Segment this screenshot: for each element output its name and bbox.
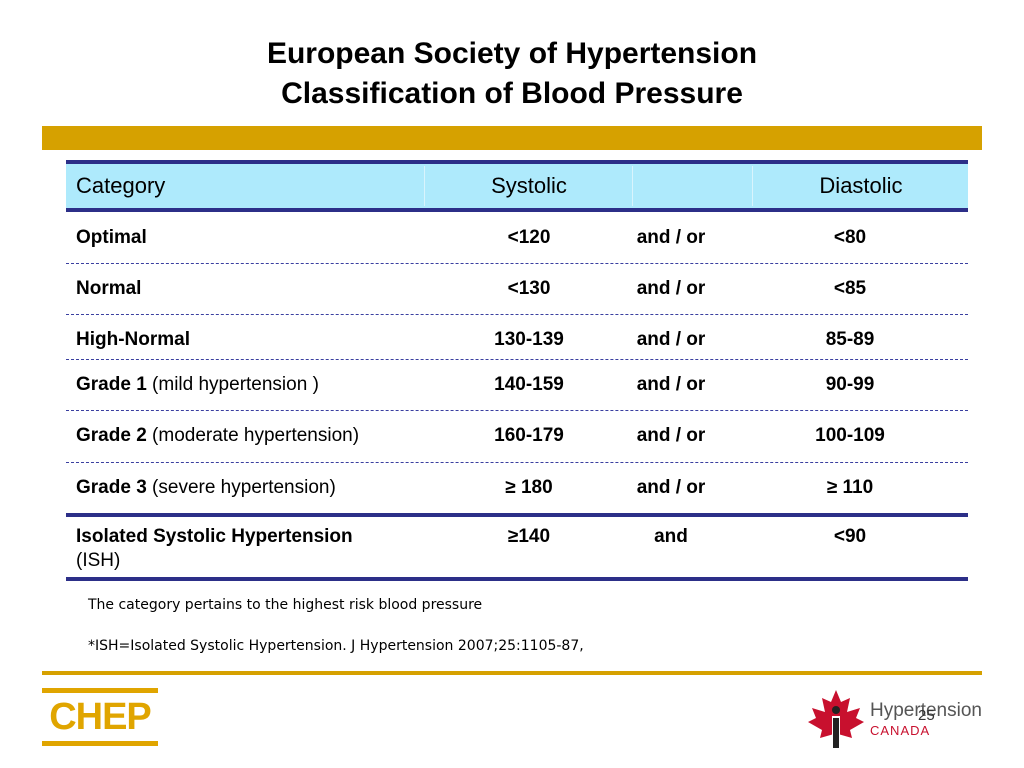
row-systolic: 130-139 bbox=[494, 329, 564, 350]
row-category: Isolated Systolic Hypertension bbox=[76, 526, 353, 547]
table-row: Grade 2 (moderate hypertension) 160-179 … bbox=[66, 411, 968, 463]
table-row-isolated: Isolated Systolic Hypertension (ISH) ≥14… bbox=[66, 513, 968, 581]
hypertension-canada-subtitle: CANADA bbox=[870, 723, 931, 738]
title-line-2: Classification of Blood Pressure bbox=[281, 77, 743, 110]
row-systolic: 140-159 bbox=[494, 374, 564, 395]
row-connector: and bbox=[654, 526, 688, 547]
header-systolic: Systolic bbox=[491, 173, 567, 198]
chep-logo-text: CHEP bbox=[49, 696, 152, 738]
row-systolic: <130 bbox=[507, 278, 551, 299]
table-row: Grade 3 (severe hypertension) ≥ 180 and … bbox=[66, 463, 968, 513]
chep-logo: CHEP bbox=[42, 688, 158, 746]
footnote-risk: The category pertains to the highest ris… bbox=[88, 597, 483, 613]
table-row: Optimal <120 and / or <80 bbox=[66, 212, 968, 264]
header-separator bbox=[424, 166, 425, 206]
row-category-note: (moderate hypertension) bbox=[152, 425, 360, 446]
row-category-cell: Grade 1 (mild hypertension ) bbox=[76, 373, 319, 397]
page-number: 25 bbox=[918, 707, 935, 724]
chep-logo-bottom-bar bbox=[42, 741, 158, 746]
hypertension-canada-wordmark: Hypertension bbox=[870, 700, 982, 721]
table-row: High-Normal 130-139 and / or 85-89 bbox=[66, 315, 968, 360]
row-connector: and / or bbox=[636, 278, 706, 299]
row-connector: and / or bbox=[636, 227, 706, 248]
row-connector: and / or bbox=[636, 425, 706, 446]
row-connector: and / or bbox=[636, 477, 706, 498]
row-category-cell: Grade 3 (severe hypertension) bbox=[76, 476, 336, 500]
row-diastolic: ≥ 110 bbox=[826, 477, 874, 498]
table-row: Normal <130 and / or <85 bbox=[66, 264, 968, 315]
table-row: Grade 1 (mild hypertension ) 140-159 and… bbox=[66, 360, 968, 411]
slide-title: European Society of Hypertension Classif… bbox=[0, 34, 1024, 114]
row-systolic: ≥140 bbox=[507, 526, 551, 547]
row-systolic: <120 bbox=[507, 227, 551, 248]
maple-leaf-icon bbox=[808, 690, 864, 748]
row-category-cell: Isolated Systolic Hypertension (ISH) bbox=[76, 525, 353, 573]
row-diastolic: <80 bbox=[833, 227, 867, 248]
bottom-gold-line bbox=[42, 671, 982, 675]
row-connector: and / or bbox=[636, 329, 706, 350]
title-line-1: European Society of Hypertension bbox=[266, 37, 758, 70]
row-connector: and / or bbox=[636, 374, 706, 395]
footnote-reference: *ISH=Isolated Systolic Hypertension. J H… bbox=[88, 638, 584, 654]
row-category-note: (severe hypertension) bbox=[152, 477, 336, 498]
row-diastolic: <85 bbox=[833, 278, 867, 299]
gold-divider-bar bbox=[42, 126, 982, 150]
row-diastolic: 90-99 bbox=[825, 374, 875, 395]
row-category: Normal bbox=[76, 278, 142, 299]
chep-logo-top-bar bbox=[42, 688, 158, 693]
row-category: Grade 3 bbox=[76, 477, 147, 498]
header-separator bbox=[752, 166, 753, 206]
header-category: Category bbox=[76, 173, 166, 198]
classification-table: Category Systolic Diastolic Optimal <120… bbox=[66, 160, 968, 581]
row-diastolic: <90 bbox=[833, 526, 867, 547]
row-category-note: (mild hypertension ) bbox=[152, 374, 319, 395]
row-category: High-Normal bbox=[76, 329, 190, 350]
table-header: Category Systolic Diastolic bbox=[66, 160, 968, 212]
row-diastolic: 100-109 bbox=[815, 425, 885, 446]
hypertension-canada-logo: Hypertension CANADA bbox=[806, 688, 986, 750]
row-systolic: 160-179 bbox=[494, 425, 564, 446]
header-diastolic: Diastolic bbox=[819, 173, 903, 198]
row-diastolic: 85-89 bbox=[825, 329, 875, 350]
header-separator bbox=[632, 166, 633, 206]
row-category-note: (ISH) bbox=[76, 550, 121, 571]
row-category-cell: Grade 2 (moderate hypertension) bbox=[76, 424, 359, 448]
row-category: Grade 2 bbox=[76, 425, 147, 446]
row-systolic: ≥ 180 bbox=[505, 477, 553, 498]
row-category: Grade 1 bbox=[76, 374, 147, 395]
row-category: Optimal bbox=[76, 227, 147, 248]
